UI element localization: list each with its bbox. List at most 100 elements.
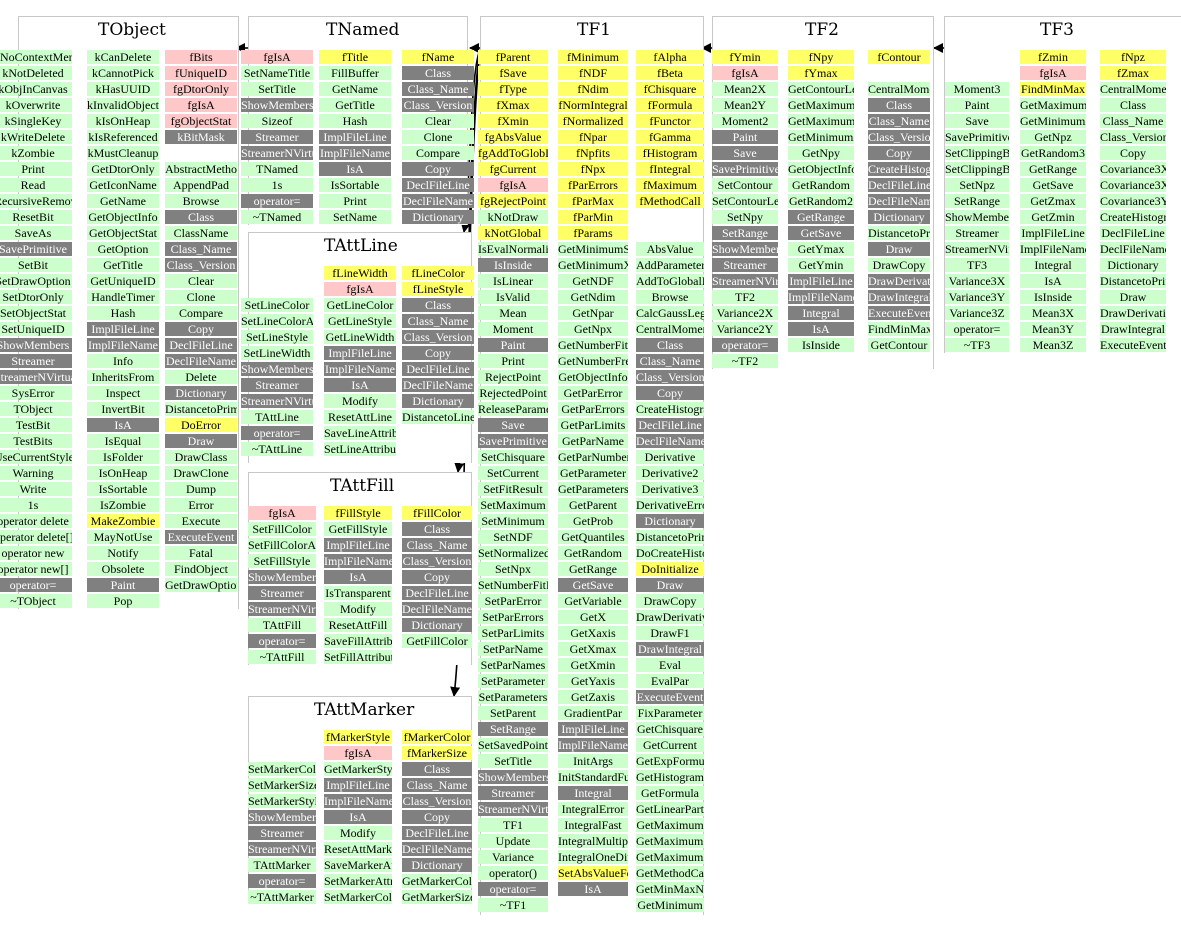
member-tobject-0-24[interactable]: TestBits bbox=[0, 434, 72, 448]
member-tf2-2-7[interactable]: CreateHistogram bbox=[868, 162, 930, 176]
member-tobject-1-11[interactable]: GetObjectStat bbox=[87, 226, 159, 240]
member-tattline-1-2[interactable]: GetLineColor bbox=[324, 298, 396, 312]
member-tf3-1-8[interactable]: GetSave bbox=[1020, 178, 1086, 192]
member-tf2-0-16[interactable]: Variance2X bbox=[712, 306, 778, 320]
member-tattline-1-5[interactable]: ImplFileLine bbox=[324, 346, 396, 360]
member-tf1-2-37[interactable]: DrawIntegral bbox=[636, 642, 704, 656]
member-tf1-0-41[interactable]: SetParent bbox=[478, 706, 548, 720]
member-tnamed-2-2[interactable]: Class_Name bbox=[402, 82, 474, 96]
member-tf1-0-48[interactable]: TF1 bbox=[478, 818, 548, 832]
member-tattline-0-6[interactable]: ShowMembers bbox=[241, 362, 313, 376]
member-tnamed-1-6[interactable]: ImplFileName bbox=[319, 146, 391, 160]
member-tobject-0-31[interactable]: operator new bbox=[0, 546, 72, 560]
member-tf1-1-29[interactable]: GetProb bbox=[558, 514, 628, 528]
member-tf1-1-48[interactable]: IntegralFast bbox=[558, 818, 628, 832]
member-tattmarker-2-0[interactable]: fMarkerColor bbox=[402, 730, 472, 744]
member-tobject-1-28[interactable]: IsZombie bbox=[87, 498, 159, 512]
member-tf3-1-6[interactable]: GetRandom3 bbox=[1020, 146, 1086, 160]
member-tf1-0-46[interactable]: Streamer bbox=[478, 786, 548, 800]
member-tf1-0-37[interactable]: SetParName bbox=[478, 642, 548, 656]
member-tf1-0-28[interactable]: SetMaximum bbox=[478, 498, 548, 512]
member-tf2-0-18[interactable]: operator= bbox=[712, 338, 778, 352]
member-tobject-2-19[interactable]: DeclFileName bbox=[165, 354, 237, 368]
member-tf1-0-21[interactable]: RejectedPoint bbox=[478, 386, 548, 400]
member-tf1-1-2[interactable]: fNdim bbox=[558, 82, 628, 96]
member-tf1-0-3[interactable]: fXmax bbox=[478, 98, 548, 112]
member-tf1-0-2[interactable]: fType bbox=[478, 82, 548, 96]
member-tobject-0-15[interactable]: SetDtorOnly bbox=[0, 290, 72, 304]
member-tobject-2-14[interactable]: Clear bbox=[165, 274, 237, 288]
member-tattline-2-3[interactable]: Class_Name bbox=[402, 314, 474, 328]
member-tobject-0-1[interactable]: kNotDeleted bbox=[0, 66, 72, 80]
member-tnamed-0-1[interactable]: SetNameTitle bbox=[241, 66, 313, 80]
member-tnamed-0-6[interactable]: StreamerNVirtual bbox=[241, 146, 313, 160]
member-tobject-0-10[interactable]: ResetBit bbox=[0, 210, 72, 224]
member-tnamed-2-4[interactable]: Clear bbox=[402, 114, 474, 128]
member-tf2-2-17[interactable]: FindMinMax bbox=[868, 322, 930, 336]
member-tnamed-0-10[interactable]: ~TNamed bbox=[241, 210, 313, 224]
member-tobject-2-28[interactable]: Error bbox=[165, 498, 237, 512]
member-tattfill-0-7[interactable]: TAttFill bbox=[248, 618, 316, 632]
member-tattfill-0-0[interactable]: fgIsA bbox=[248, 506, 316, 520]
member-tf3-1-5[interactable]: GetNpz bbox=[1020, 130, 1086, 144]
member-tattfill-1-7[interactable]: ResetAttFill bbox=[324, 618, 392, 632]
member-tf1-1-22[interactable]: GetParErrors bbox=[558, 402, 628, 416]
member-tobject-2-7[interactable]: AbstractMethod bbox=[165, 162, 237, 176]
member-tobject-1-4[interactable]: kIsOnHeap bbox=[87, 114, 159, 128]
member-tf2-2-18[interactable]: GetContour bbox=[868, 338, 930, 352]
member-tf1-2-29[interactable]: Dictionary bbox=[636, 514, 704, 528]
member-tf1-2-13[interactable]: AddParameter bbox=[636, 258, 704, 272]
member-tobject-2-1[interactable]: fUniqueID bbox=[165, 66, 237, 80]
member-tobject-0-34[interactable]: ~TObject bbox=[0, 594, 72, 608]
member-tf1-0-12[interactable]: IsEvalNormalized bbox=[478, 242, 548, 256]
member-tf3-0-16[interactable]: Variance3Z bbox=[945, 306, 1009, 320]
member-tf1-2-53[interactable]: GetMinimum bbox=[636, 898, 704, 912]
member-tf3-2-4[interactable]: Class_Name bbox=[1100, 114, 1166, 128]
member-tattmarker-0-7[interactable]: StreamerNVirtual bbox=[248, 842, 316, 856]
member-tf3-0-2[interactable]: Moment3 bbox=[945, 82, 1009, 96]
member-tobject-2-20[interactable]: Delete bbox=[165, 370, 237, 384]
member-tf1-0-18[interactable]: Paint bbox=[478, 338, 548, 352]
member-tnamed-1-4[interactable]: Hash bbox=[319, 114, 391, 128]
member-tobject-1-26[interactable]: IsOnHeap bbox=[87, 466, 159, 480]
member-tf1-2-49[interactable]: GetMaximumStored bbox=[636, 834, 704, 848]
member-tf2-1-16[interactable]: Integral bbox=[788, 306, 854, 320]
member-tf1-0-9[interactable]: fgRejectPoint bbox=[478, 194, 548, 208]
member-tnamed-0-2[interactable]: SetTitle bbox=[241, 82, 313, 96]
member-tobject-1-33[interactable]: Paint bbox=[87, 578, 159, 592]
member-tf1-2-47[interactable]: GetLinearPart bbox=[636, 802, 704, 816]
member-tobject-0-3[interactable]: kOverwrite bbox=[0, 98, 72, 112]
member-tnamed-0-5[interactable]: Streamer bbox=[241, 130, 313, 144]
member-tobject-2-13[interactable]: Class_Version bbox=[165, 258, 237, 272]
member-tf1-2-42[interactable]: GetChisquare bbox=[636, 722, 704, 736]
member-tattmarker-0-6[interactable]: Streamer bbox=[248, 826, 316, 840]
member-tobject-1-25[interactable]: IsFolder bbox=[87, 450, 159, 464]
member-tf3-1-15[interactable]: IsInside bbox=[1020, 290, 1086, 304]
member-tf2-1-1[interactable]: fYmax bbox=[788, 66, 854, 80]
member-tf1-1-25[interactable]: GetParNumber bbox=[558, 450, 628, 464]
member-tobject-0-21[interactable]: SysError bbox=[0, 386, 72, 400]
member-tobject-2-17[interactable]: Copy bbox=[165, 322, 237, 336]
member-tobject-2-5[interactable]: kBitMask bbox=[165, 130, 237, 144]
member-tattmarker-1-3[interactable]: ImplFileLine bbox=[324, 778, 392, 792]
member-tf1-0-53[interactable]: ~TF1 bbox=[478, 898, 548, 912]
member-tf2-2-12[interactable]: Draw bbox=[868, 242, 930, 256]
member-tf3-1-7[interactable]: GetRange bbox=[1020, 162, 1086, 176]
member-tf1-1-38[interactable]: GetXmin bbox=[558, 658, 628, 672]
member-tf1-1-52[interactable]: IsA bbox=[558, 882, 628, 896]
member-tf1-0-19[interactable]: Print bbox=[478, 354, 548, 368]
member-tf1-2-35[interactable]: DrawDerivative bbox=[636, 610, 704, 624]
member-tf1-2-21[interactable]: Copy bbox=[636, 386, 704, 400]
member-tf1-1-1[interactable]: fNDF bbox=[558, 66, 628, 80]
member-tattfill-0-6[interactable]: StreamerNVirtual bbox=[248, 602, 316, 616]
member-tattline-1-10[interactable]: SaveLineAttributes bbox=[324, 426, 396, 440]
member-tobject-2-18[interactable]: DeclFileLine bbox=[165, 338, 237, 352]
member-tf1-2-40[interactable]: ExecuteEvent bbox=[636, 690, 704, 704]
member-tf1-0-15[interactable]: IsValid bbox=[478, 290, 548, 304]
member-tf1-1-50[interactable]: IntegralOneDim bbox=[558, 850, 628, 864]
member-tobject-1-27[interactable]: IsSortable bbox=[87, 482, 159, 496]
member-tf1-2-48[interactable]: GetMaximum bbox=[636, 818, 704, 832]
member-tnamed-2-9[interactable]: DeclFileName bbox=[402, 194, 474, 208]
member-tattmarker-1-8[interactable]: SaveMarkerAttributes bbox=[324, 858, 392, 872]
member-tattline-1-1[interactable]: fgIsA bbox=[324, 282, 396, 296]
